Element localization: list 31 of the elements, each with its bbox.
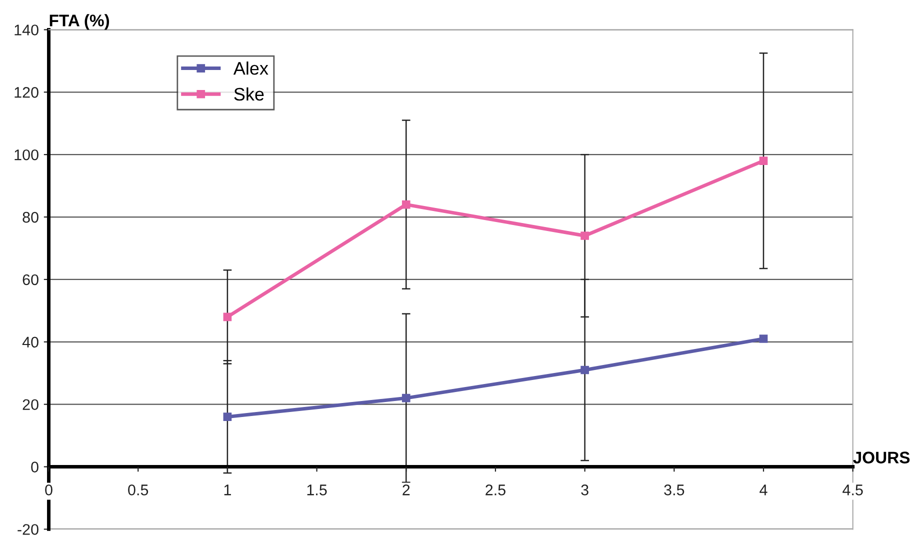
x-tick-label: 3 bbox=[581, 484, 588, 496]
y-tick-label: 140 bbox=[14, 24, 38, 36]
y-axis-title: FTA (%) bbox=[50, 14, 110, 30]
y-tick-label: 60 bbox=[22, 274, 38, 286]
x-tick-label: 4 bbox=[760, 484, 768, 496]
point bbox=[223, 312, 232, 322]
y-tick-label: 40 bbox=[22, 336, 38, 348]
x-tick-label: 2 bbox=[402, 484, 410, 496]
x-tick-label: 4.5 bbox=[842, 484, 863, 496]
x-axis-title: JOURS bbox=[853, 452, 910, 464]
point bbox=[759, 156, 768, 165]
legend-label: Ske bbox=[234, 87, 264, 101]
point bbox=[223, 412, 232, 421]
y-tick-label: 20 bbox=[22, 399, 38, 410]
x-tick-label: 2.5 bbox=[486, 484, 506, 496]
point bbox=[580, 366, 589, 374]
point bbox=[402, 394, 410, 402]
y-tick-label: 100 bbox=[14, 149, 38, 160]
y-tick-label: 0 bbox=[31, 462, 38, 472]
x-tick-label: 1 bbox=[224, 484, 231, 496]
y-tick-label: 80 bbox=[22, 212, 38, 223]
x-tick-label: 1.5 bbox=[307, 484, 327, 496]
y-tick-label: 120 bbox=[14, 87, 38, 98]
y-tick-label: -20 bbox=[18, 524, 38, 535]
point bbox=[759, 334, 768, 343]
x-tick-label: 3.5 bbox=[664, 484, 684, 496]
x-tick-label: 0 bbox=[45, 484, 52, 496]
legend-label: Alex bbox=[233, 62, 268, 75]
point bbox=[402, 200, 410, 209]
point bbox=[580, 232, 589, 240]
x-tick-label: 0.5 bbox=[128, 484, 148, 496]
